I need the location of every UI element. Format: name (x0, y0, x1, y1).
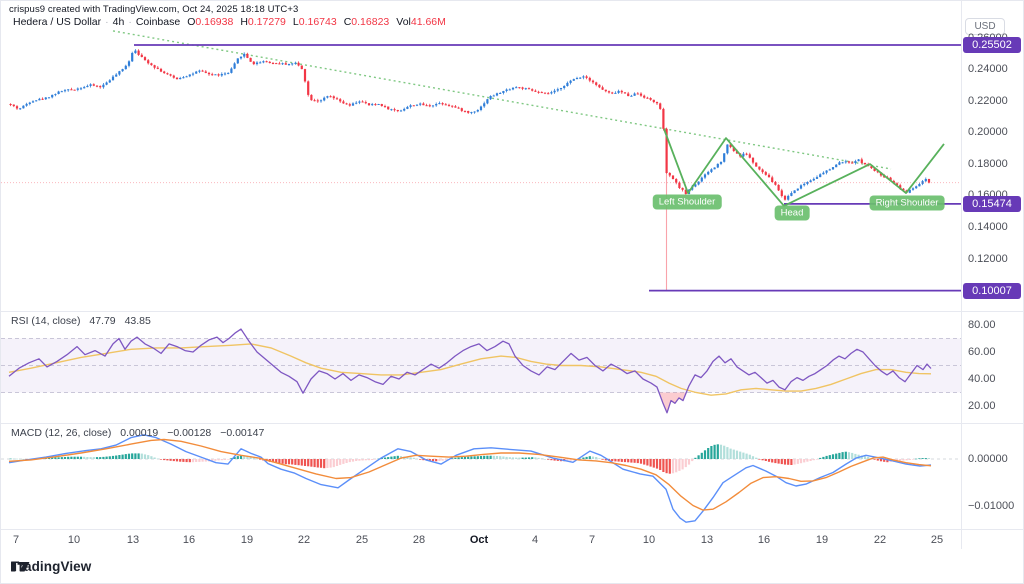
rsi-oversold-fill (303, 392, 687, 412)
macd-signal-line (8, 438, 932, 511)
macd-pane-header[interactable]: MACD (12, 26, close) 0.00019 −0.00128 −0… (11, 427, 264, 439)
time-axis-label: 13 (700, 534, 714, 546)
macd-value: −0.00128 (167, 427, 212, 439)
ohlc-field-value: 0.17279 (247, 16, 286, 28)
price-level-label: 0.25502 (963, 37, 1021, 53)
price-axis-tick: 0.20000 (968, 126, 1008, 138)
rsi-title: RSI (14, close) (11, 315, 81, 327)
ohlc-field-value: 0.16743 (298, 16, 337, 28)
time-axis-label: 22 (297, 534, 311, 546)
pattern-label-left-shoulder[interactable]: Left Shoulder (652, 194, 722, 210)
ohlc-field-value: 0.16938 (195, 16, 234, 28)
price-level-label: 0.10007 (963, 282, 1021, 299)
price-axis-tick: 0.12000 (968, 253, 1008, 265)
price-axis-tick: 0.18000 (968, 158, 1008, 170)
tradingview-logo-icon (11, 562, 30, 572)
descending-trendline[interactable] (112, 30, 892, 170)
time-axis-label: 4 (531, 534, 539, 546)
exchange-label: Coinbase (135, 16, 181, 28)
tradingview-logo[interactable]: TradingView (11, 559, 91, 574)
price-axis-tick: −0.01000 (968, 500, 1015, 512)
rsi-value: 47.79 (89, 315, 116, 327)
time-axis-label: 28 (412, 534, 426, 546)
candles (9, 49, 931, 201)
price-level-label: 0.15474 (963, 195, 1021, 212)
rsi-ma-line (8, 343, 932, 396)
macd-hist-value: 0.00019 (120, 427, 159, 439)
time-axis-label: 25 (930, 534, 944, 546)
macd-title: MACD (12, 26, close) (11, 427, 112, 439)
ohlc-field-key: L (292, 16, 299, 28)
tradingview-logo-text: TradingView (11, 559, 92, 574)
time-axis-label: 7 (12, 534, 20, 546)
time-axis-label: 25 (355, 534, 369, 546)
ohlc-field-key: H (240, 16, 248, 28)
symbol-legend[interactable]: Hedera / US Dollar · 4h · Coinbase O0.16938 H0… (13, 16, 446, 28)
currency-badge[interactable]: USD (965, 18, 1005, 35)
rsi-ma-value: 43.85 (124, 315, 151, 327)
time-axis-label: Oct (469, 534, 489, 546)
time-axis-label: 16 (757, 534, 771, 546)
price-axis-tick: 60.00 (968, 346, 996, 358)
pattern-label-right-shoulder[interactable]: Right Shoulder (869, 195, 945, 211)
ohlc-field-key: Vol (396, 16, 411, 28)
pattern-label-head[interactable]: Head (774, 205, 810, 221)
ohlc-field-key: O (187, 16, 196, 28)
time-axis[interactable]: 7 10 13 16 19 22 25 28 Oct 4 7 10 13 16 19 22 25 (1, 530, 961, 549)
legend-separator: · (105, 16, 109, 28)
ohlc-field-value: 0.16823 (351, 16, 390, 28)
rsi-pane-header[interactable]: RSI (14, close) 47.79 43.85 (11, 315, 151, 327)
time-axis-label: 19 (240, 534, 254, 546)
time-axis-label: 13 (126, 534, 140, 546)
price-axis-tick: 0.22000 (968, 95, 1008, 107)
price-axis-tick: 0.00000 (968, 453, 1008, 465)
price-axis-tick: 20.00 (968, 400, 996, 412)
ohlc-values: O0.16938 H0.17279 L0.16743 C0.16823 Vol41.66… (180, 16, 446, 28)
macd-signal-value: −0.00147 (220, 427, 265, 439)
time-axis-label: 10 (642, 534, 656, 546)
price-axis-tick: 40.00 (968, 373, 996, 385)
ohlc-field-value: 41.66M (410, 16, 446, 28)
interval-label: 4h (112, 16, 125, 28)
price-axis-tick: 80.00 (968, 319, 996, 331)
time-axis-label: 7 (588, 534, 596, 546)
macd-line (8, 434, 932, 523)
symbol-name: Hedera / US Dollar (13, 16, 102, 28)
time-axis-label: 19 (815, 534, 829, 546)
time-axis-label: 16 (182, 534, 196, 546)
time-axis-label: 10 (67, 534, 81, 546)
horizontal-level-lines[interactable] (134, 44, 961, 292)
macd-histogram (9, 444, 931, 474)
price-axis-tick: 0.24000 (968, 63, 1008, 75)
panel-separators (1, 1, 1023, 549)
price-axis-tick: 0.14000 (968, 221, 1008, 233)
rsi-line (8, 328, 932, 414)
time-axis-label: 22 (873, 534, 887, 546)
chart-credit: crispus9 created with TradingView.com, O… (9, 4, 299, 15)
price-axis[interactable]: USD 0.260000.240000.220000.200000.180000… (961, 1, 1023, 549)
ohlc-field-key: C (343, 16, 352, 28)
legend-separator: · (128, 16, 132, 28)
